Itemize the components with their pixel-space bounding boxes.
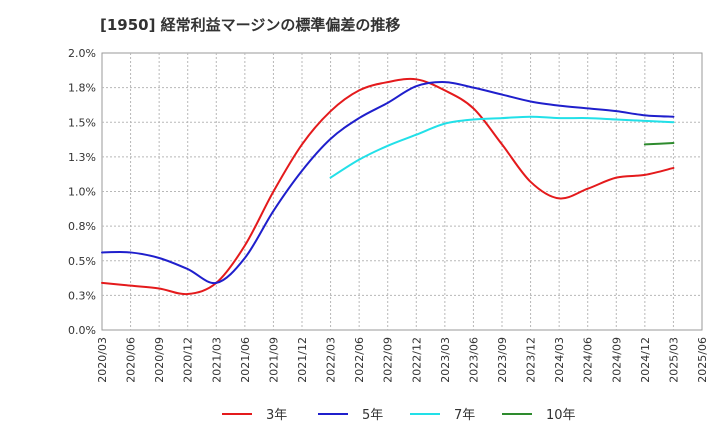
x-tick-label: 2022/06 (353, 337, 366, 383)
x-tick-label: 2025/03 (667, 337, 680, 383)
series-line-4 (643, 142, 675, 146)
series-line-3 (329, 115, 675, 179)
series-line-2 (101, 81, 675, 285)
y-tick-label: 1.0% (68, 186, 96, 199)
x-tick-label: 2023/12 (525, 337, 538, 383)
y-tick-label: 1.5% (68, 116, 96, 129)
x-tick-label: 2020/09 (153, 337, 166, 383)
series-line-1 (101, 77, 675, 296)
x-tick-label: 2023/06 (467, 337, 480, 383)
x-tick-label: 2025/06 (696, 337, 709, 383)
legend: 3年 5年 7年 10年 (222, 408, 576, 423)
series-lines (101, 77, 675, 296)
x-tick-label: 2022/09 (382, 337, 395, 383)
y-tick-label: 0.0% (68, 324, 96, 337)
x-tick-label: 2020/12 (182, 337, 195, 383)
y-tick-label: 0.5% (68, 255, 96, 268)
legend-label-2: 5年 (362, 408, 383, 423)
y-tick-label: 1.8% (68, 82, 96, 95)
y-tick-label: 1.3% (68, 151, 96, 164)
chart-title: [1950] 経常利益マージンの標準偏差の推移 (100, 16, 401, 34)
y-tick-label: 0.3% (68, 289, 96, 302)
x-tick-label: 2024/03 (553, 337, 566, 383)
x-tick-label: 2024/09 (610, 337, 623, 383)
x-axis-tick-labels: 2020/03 2020/06 2020/09 2020/12 2021/03 2021/… (96, 337, 709, 383)
y-tick-label: 2.0% (68, 47, 96, 60)
x-tick-label: 2021/12 (296, 337, 309, 383)
x-tick-label: 2021/03 (210, 337, 223, 383)
y-axis-tick-labels: 0.0% 0.3% 0.5% 0.8% 1.0% 1.3% 1.5% 1.8% 2.0% (68, 47, 96, 337)
x-tick-label: 2021/06 (239, 337, 252, 383)
x-tick-label: 2020/03 (96, 337, 109, 383)
x-tick-label: 2022/12 (410, 337, 423, 383)
x-tick-label: 2020/06 (125, 337, 138, 383)
x-tick-label: 2024/12 (639, 337, 652, 383)
legend-label-3: 7年 (454, 408, 475, 423)
x-tick-label: 2024/06 (582, 337, 595, 383)
x-tick-label: 2023/09 (496, 337, 509, 383)
y-tick-label: 0.8% (68, 220, 96, 233)
x-tick-label: 2023/03 (439, 337, 452, 383)
x-tick-label: 2022/03 (325, 337, 338, 383)
x-tick-label: 2021/09 (267, 337, 280, 383)
legend-label-1: 3年 (266, 408, 287, 423)
grid-lines (101, 52, 703, 331)
legend-label-4: 10年 (546, 408, 576, 423)
